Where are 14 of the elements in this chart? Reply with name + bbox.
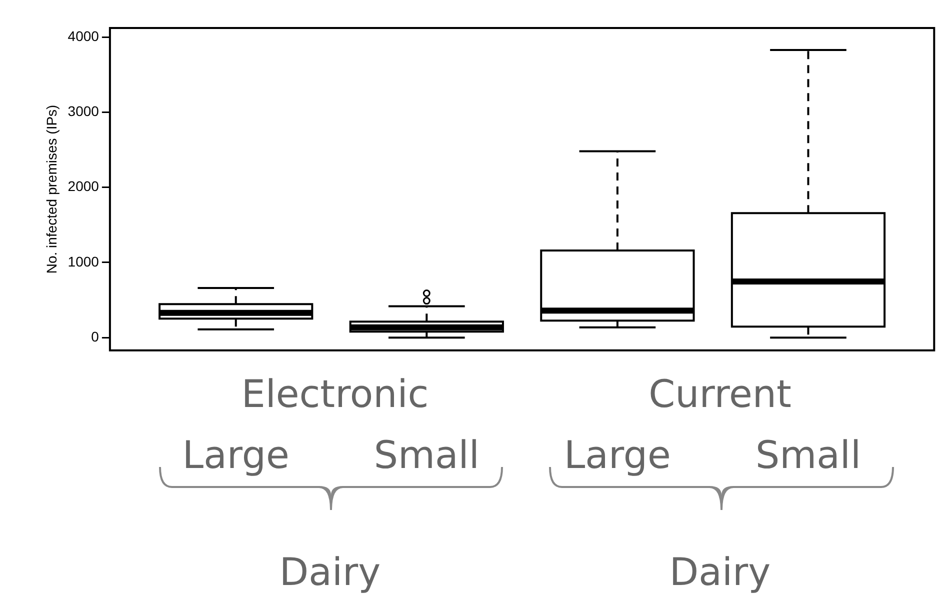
y-tick-label: 4000 <box>68 28 100 44</box>
y-tick-label: 0 <box>91 328 100 344</box>
x-tick-label: Small <box>374 433 480 478</box>
x-tick-label: Small <box>755 433 862 478</box>
y-axis-title: No. infected premises (IPs) <box>43 104 60 274</box>
x-tick-label: Large <box>182 433 290 478</box>
y-tick-label: 3000 <box>68 103 100 120</box>
text: Dairy <box>669 550 771 594</box>
x-tick-label: Large <box>564 433 671 478</box>
y-tick-label: 2000 <box>68 178 100 194</box>
text: Current <box>648 372 792 416</box>
y-tick-label: 1000 <box>68 253 100 270</box>
text: Electronic <box>241 372 429 416</box>
text: Dairy <box>279 550 381 594</box>
